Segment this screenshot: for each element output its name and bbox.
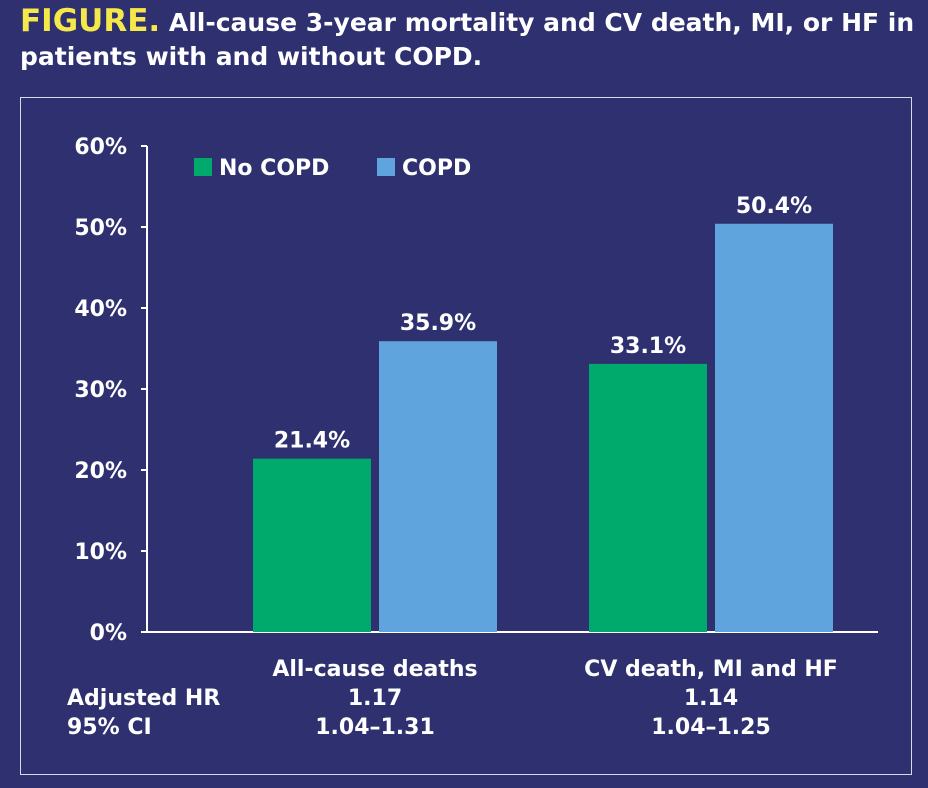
y-tick-label: 0% [90,621,127,646]
legend-label: COPD [402,156,471,181]
bar-copd [715,223,833,632]
chart-frame [20,97,912,775]
y-tick-label: 20% [74,459,127,484]
bar-no-copd [589,363,707,632]
figure-title: FIGURE. All-cause 3-year mortality and C… [20,4,920,74]
data-label: 35.9% [400,311,476,336]
figure-prefix: FIGURE. [20,3,161,39]
data-label: 50.4% [736,194,812,219]
ci-cv: 1.04–1.25 [651,715,771,740]
legend-swatch-no-copd [194,158,212,176]
figure-title-text: All-cause 3-year mortality and CV death,… [20,8,915,71]
y-tick-label: 60% [74,135,127,160]
ci-label: 95% CI [67,715,152,740]
x-category-label: CV death, MI and HF [584,657,838,682]
ci-all-cause: 1.04–1.31 [315,715,435,740]
legend-swatch-copd [377,158,395,176]
adjusted-hr-label: Adjusted HR [67,686,221,711]
bar-copd [379,341,497,632]
y-tick-label: 40% [74,297,127,322]
y-tick-label: 10% [74,540,127,565]
y-tick-label: 50% [74,216,127,241]
data-label: 21.4% [274,429,350,454]
bar-no-copd [253,458,371,632]
adjusted-hr-cv: 1.14 [683,686,739,711]
y-tick-label: 30% [74,378,127,403]
adjusted-hr-all-cause: 1.17 [347,686,403,711]
legend-label: No COPD [219,156,329,181]
data-label: 33.1% [610,334,686,359]
x-category-label: All-cause deaths [272,657,477,682]
